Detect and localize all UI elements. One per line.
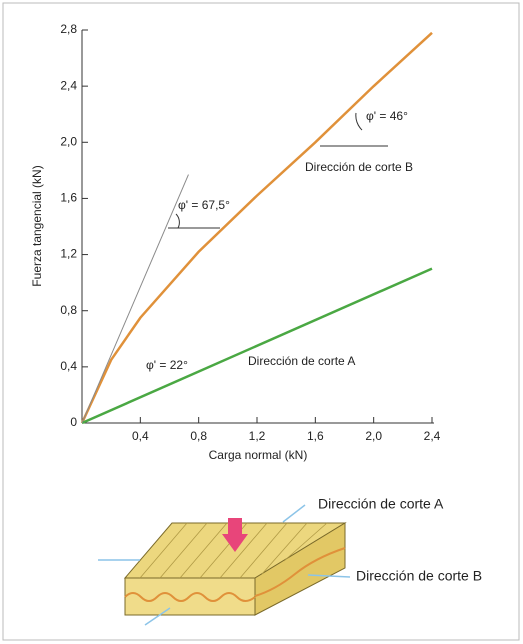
y-tick-label: 1,6: [60, 191, 77, 205]
y-tick-label: 0,4: [60, 359, 77, 373]
series-label: Dirección de corte B: [305, 160, 413, 174]
series-line: [80, 31, 433, 424]
x-tick-label: 1,6: [307, 429, 324, 443]
series-label: Dirección de corte A: [248, 354, 355, 368]
y-tick-label: 2,8: [60, 22, 77, 36]
x-tick-label: 0,4: [132, 429, 149, 443]
annotation: φ' = 46°: [366, 109, 408, 123]
x-tick-label: 1,2: [249, 429, 266, 443]
y-tick-label: 2,4: [60, 78, 77, 92]
diagram-label: Dirección de corte A: [318, 496, 444, 512]
angle-arc: [355, 112, 363, 131]
series-line: [81, 174, 189, 424]
y-axis-title: Fuerza tangencial (kN): [30, 165, 44, 286]
x-tick-label: 2,0: [365, 429, 382, 443]
annotation: φ' = 22°: [146, 358, 188, 372]
y-tick-label: 0: [70, 415, 77, 429]
y-tick-label: 1,2: [60, 247, 77, 261]
y-tick-label: 0,8: [60, 303, 77, 317]
y-tick-label: 2,0: [60, 134, 77, 148]
series-line: [81, 267, 433, 425]
x-tick-label: 2,4: [424, 429, 441, 443]
annotation: φ' = 67,5°: [178, 198, 230, 212]
x-tick-label: 0,8: [190, 429, 207, 443]
block-diagram: [98, 504, 351, 626]
angle-arc: [175, 213, 180, 229]
diagram-label: Dirección de corte B: [356, 568, 482, 584]
x-axis-title: Carga normal (kN): [209, 448, 308, 462]
